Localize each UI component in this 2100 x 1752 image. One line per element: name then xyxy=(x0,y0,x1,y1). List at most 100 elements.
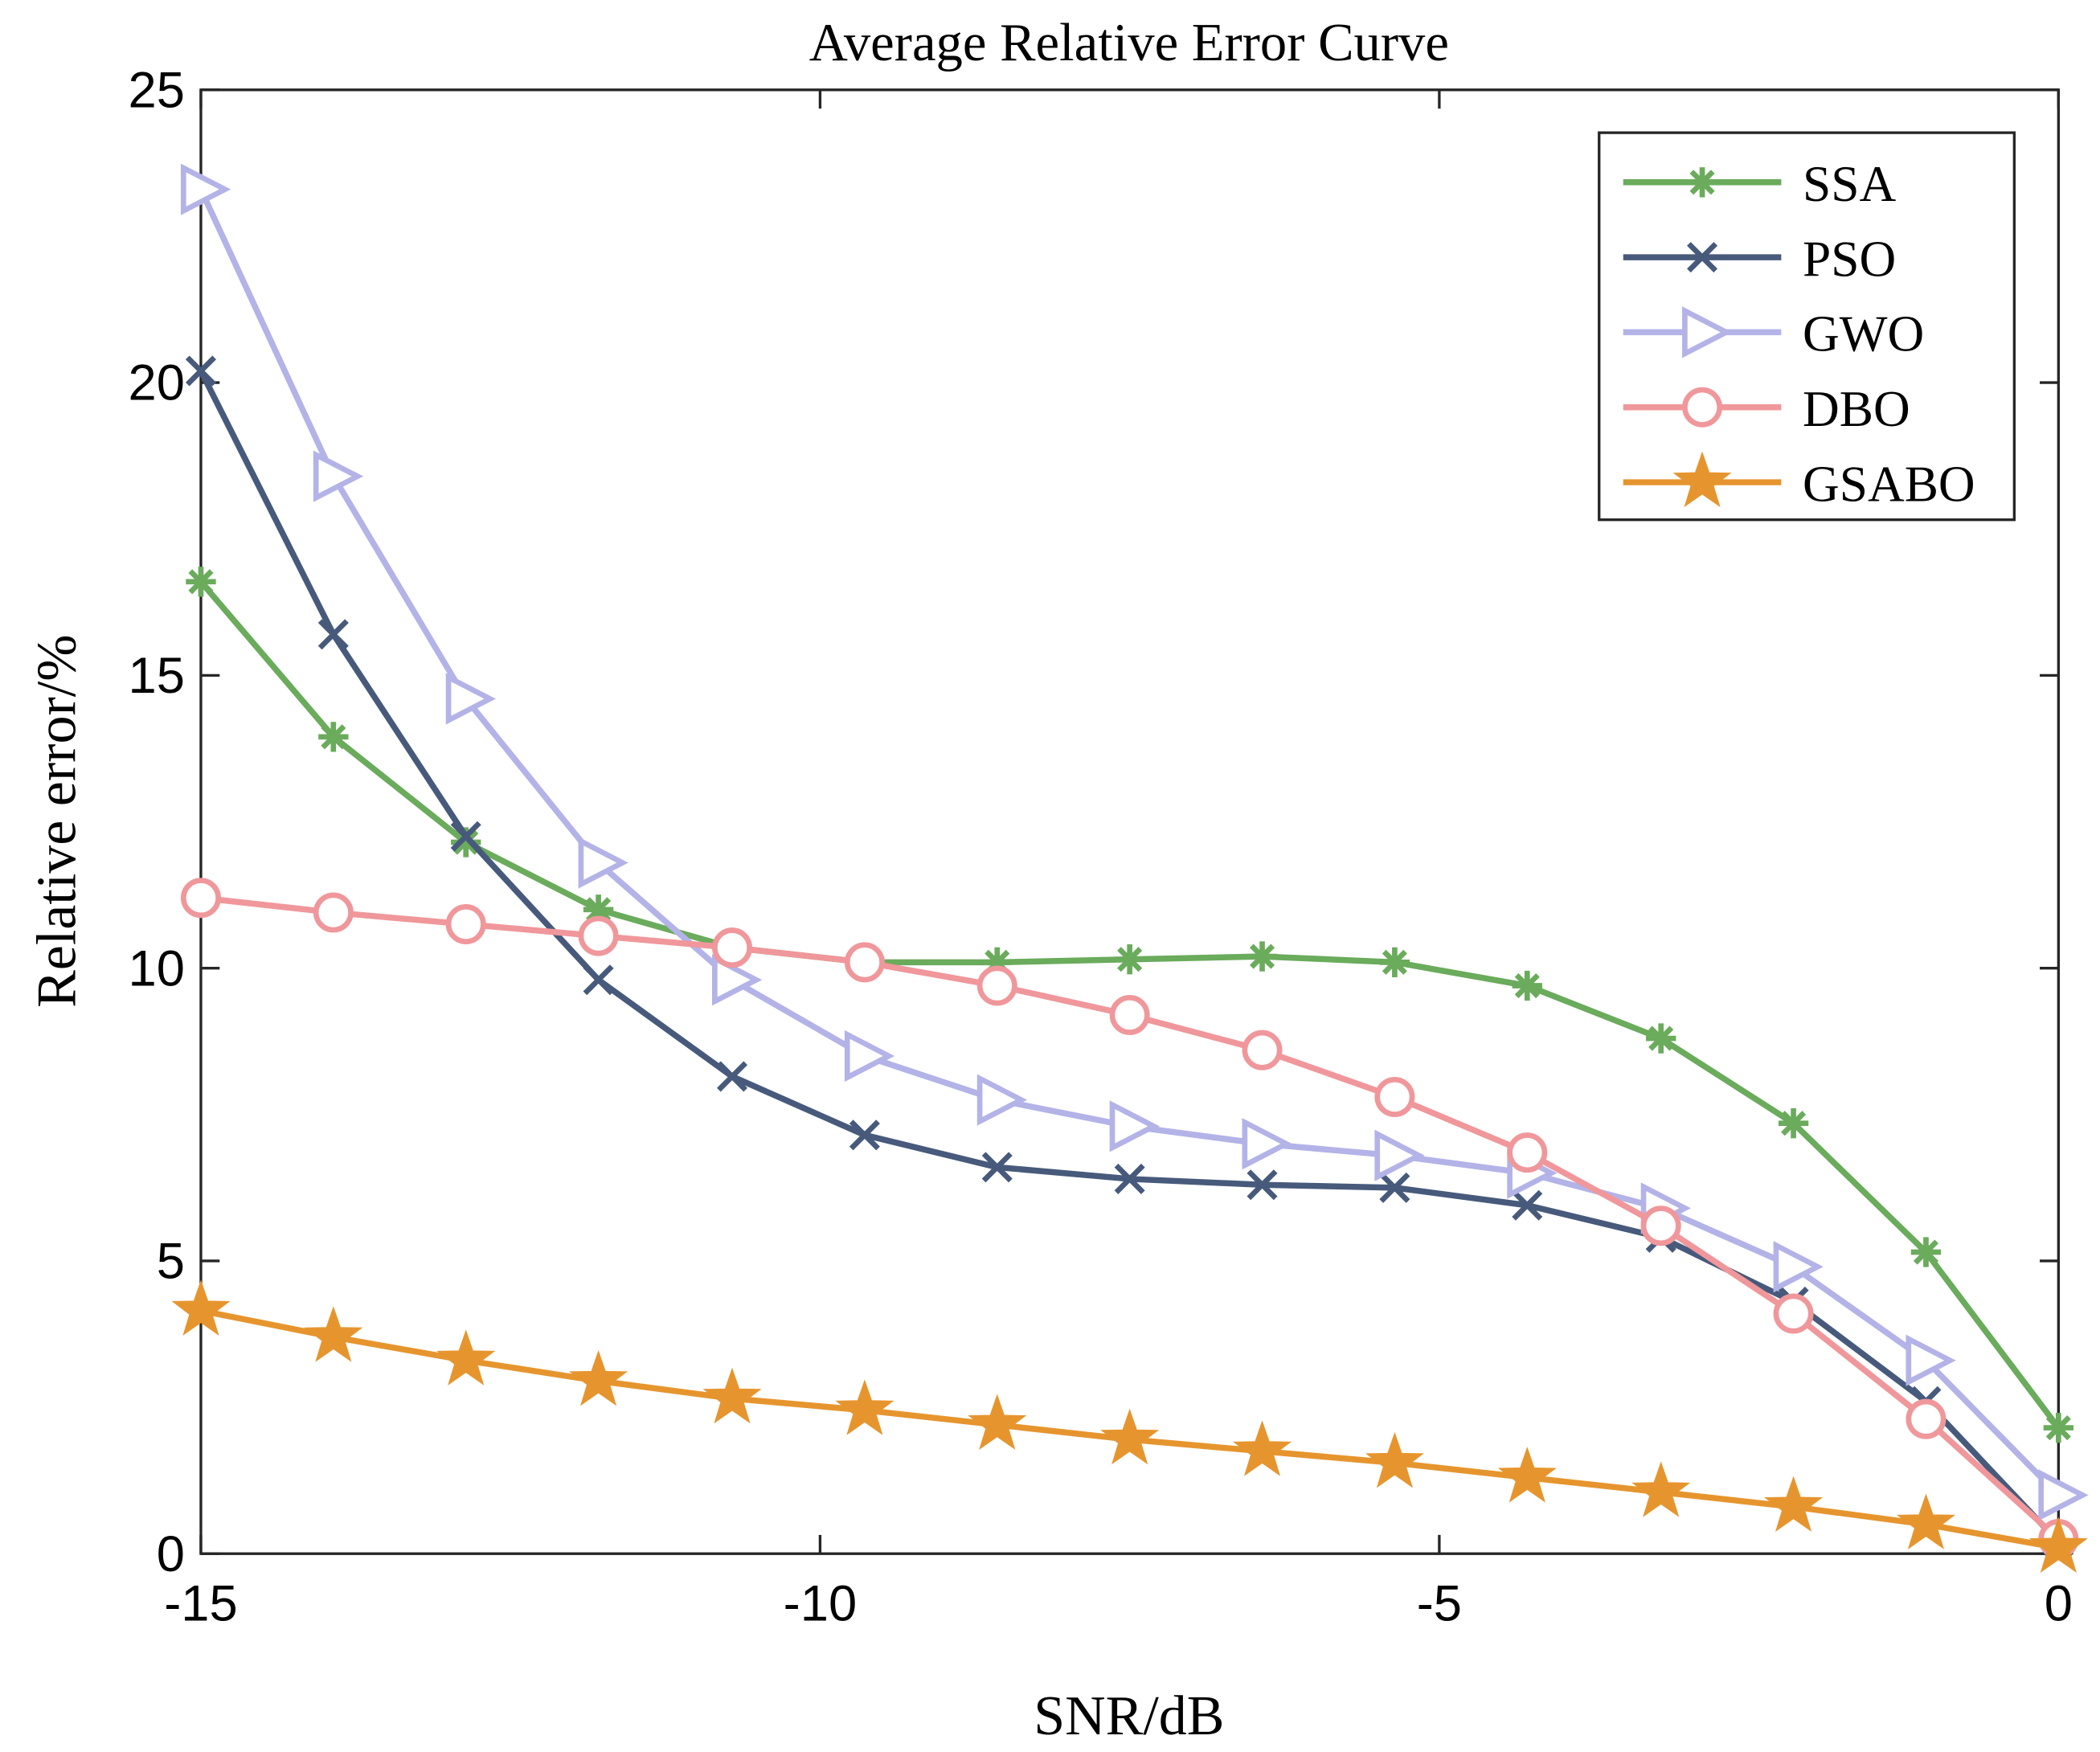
circle-marker xyxy=(1682,387,1723,428)
x-marker xyxy=(450,821,481,852)
triangle-marker xyxy=(445,673,496,725)
series-pso xyxy=(185,355,2074,1558)
series-gsabo xyxy=(171,1279,2088,1574)
circle-marker xyxy=(1374,1076,1415,1117)
legend-item: GWO xyxy=(1623,306,1924,362)
triangle-marker xyxy=(1242,1118,1292,1170)
circle-marker xyxy=(1242,1030,1283,1070)
circle-marker xyxy=(578,915,619,956)
asterisk-marker xyxy=(2045,1415,2071,1441)
star-marker xyxy=(1100,1408,1160,1465)
asterisk-marker xyxy=(188,569,214,595)
y-tick-label: 20 xyxy=(129,355,185,411)
legend-label: PSO xyxy=(1803,231,1896,287)
x-marker xyxy=(981,1152,1013,1183)
triangle-marker xyxy=(1374,1129,1425,1181)
star-marker xyxy=(436,1329,496,1386)
legend-item: DBO xyxy=(1623,381,1910,437)
star-marker xyxy=(1631,1461,1691,1517)
legend-box xyxy=(1598,131,2016,522)
triangle-marker xyxy=(712,954,763,1006)
legend-item: GSABO xyxy=(1623,451,1975,512)
triangle-marker xyxy=(1906,1334,1956,1386)
asterisk-marker xyxy=(1249,944,1275,969)
x-marker xyxy=(849,1120,880,1151)
x-marker xyxy=(716,1061,748,1092)
circle-marker xyxy=(1109,994,1150,1035)
star-marker xyxy=(968,1394,1027,1451)
x-marker xyxy=(185,355,216,387)
asterisk-marker xyxy=(1117,947,1143,972)
triangle-marker xyxy=(2038,1469,2089,1521)
star-marker xyxy=(702,1367,762,1424)
star-marker xyxy=(2028,1517,2088,1574)
x-axis-label: SNR/dB xyxy=(1034,1685,1224,1747)
star-marker xyxy=(1764,1476,1824,1533)
triangle-marker xyxy=(1109,1100,1160,1152)
star-marker xyxy=(569,1349,628,1406)
triangle-marker xyxy=(1773,1241,1824,1293)
triangle-marker xyxy=(180,163,231,215)
x-marker xyxy=(583,964,614,996)
y-axis-label: Relative error/% xyxy=(26,634,88,1007)
circle-marker xyxy=(445,904,486,945)
x-marker xyxy=(317,619,349,650)
triangle-marker xyxy=(578,837,628,889)
triangle-marker xyxy=(976,1074,1028,1126)
y-tick-label: 10 xyxy=(129,940,185,997)
star-marker xyxy=(1672,451,1732,508)
asterisk-marker xyxy=(453,829,479,855)
legend-item: SSA xyxy=(1623,156,1896,212)
triangle-marker xyxy=(313,450,364,502)
y-tick-label: 0 xyxy=(157,1526,185,1582)
series-dbo xyxy=(180,878,2079,1560)
x-marker xyxy=(1114,1163,1145,1194)
x-marker xyxy=(1246,1169,1278,1201)
legend-label: DBO xyxy=(1803,381,1910,437)
x-marker xyxy=(1687,242,1718,273)
x-tick-label: 0 xyxy=(2045,1576,2073,1632)
y-tick-label: 5 xyxy=(157,1234,185,1290)
legend-item: PSO xyxy=(1623,231,1896,287)
star-marker xyxy=(1896,1493,1955,1549)
circle-marker xyxy=(844,942,885,983)
star-marker xyxy=(835,1379,894,1435)
x-marker xyxy=(1379,1172,1410,1203)
triangle-marker xyxy=(844,1030,895,1083)
star-marker xyxy=(1233,1420,1292,1476)
star-marker xyxy=(304,1306,363,1362)
legend-label: GWO xyxy=(1803,306,1924,362)
circle-marker xyxy=(1640,1206,1681,1246)
asterisk-marker xyxy=(1689,170,1715,195)
x-tick-label: -5 xyxy=(1417,1576,1462,1632)
star-marker xyxy=(1497,1447,1557,1503)
asterisk-marker xyxy=(1648,1025,1674,1051)
circle-marker xyxy=(1507,1132,1548,1173)
circle-marker xyxy=(313,892,354,933)
asterisk-marker xyxy=(1913,1239,1939,1265)
y-tick-label: 25 xyxy=(129,62,185,118)
circle-marker xyxy=(1906,1398,1946,1439)
circle-marker xyxy=(712,927,753,968)
legend-label: SSA xyxy=(1803,156,1896,212)
asterisk-marker xyxy=(321,724,346,750)
asterisk-marker xyxy=(1514,972,1540,999)
asterisk-marker xyxy=(586,897,612,923)
asterisk-marker xyxy=(1382,949,1407,975)
circle-marker xyxy=(180,878,221,919)
x-tick-label: -15 xyxy=(164,1576,238,1632)
star-marker xyxy=(171,1279,231,1336)
chart-title: Average Relative Error Curve xyxy=(809,14,1449,72)
legend-label: GSABO xyxy=(1803,456,1975,512)
legend: SSA PSO GWO DBO GSABO xyxy=(1598,131,2016,522)
asterisk-marker xyxy=(1781,1111,1807,1136)
circle-marker xyxy=(1773,1293,1814,1334)
x-marker xyxy=(1512,1189,1543,1221)
y-tick-label: 15 xyxy=(129,648,185,704)
star-marker xyxy=(1365,1431,1424,1488)
x-tick-label: -10 xyxy=(784,1576,858,1632)
triangle-marker xyxy=(1682,306,1733,358)
plot-area xyxy=(199,88,2061,1555)
circle-marker xyxy=(976,965,1017,1006)
